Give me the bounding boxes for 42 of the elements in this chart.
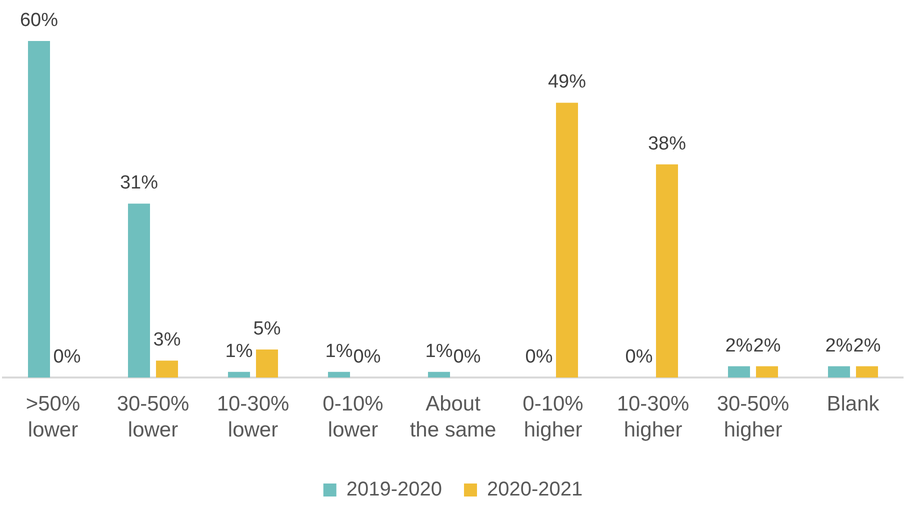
data-label: 1% — [425, 340, 453, 362]
x-tick-label: Blank — [826, 392, 880, 416]
bar — [156, 360, 178, 378]
bar — [328, 372, 350, 378]
x-tick-label: 30-50% higher — [716, 392, 790, 442]
bar — [756, 366, 778, 378]
x-tick-label: 30-50% lower — [116, 392, 190, 442]
data-label: 2% — [853, 335, 881, 356]
data-label: 0% — [625, 346, 653, 368]
x-tick-label: About the same — [410, 392, 496, 442]
data-label: 0% — [53, 346, 81, 368]
bar — [128, 204, 150, 378]
data-label: 2% — [725, 335, 753, 356]
data-label: 2% — [753, 335, 781, 356]
data-label: 0% — [353, 346, 381, 368]
data-label: 2% — [825, 335, 853, 356]
bar — [856, 366, 878, 378]
legend-label: 2020-2021 — [487, 478, 583, 501]
bar — [656, 164, 678, 378]
data-label: 49% — [548, 72, 586, 93]
x-tick-label: >50% lower — [26, 392, 80, 442]
x-tick-label: 10-30% higher — [616, 392, 690, 442]
data-label: 38% — [648, 133, 686, 154]
x-tick-label: 10-30% lower — [216, 392, 290, 442]
data-label: 5% — [253, 318, 281, 340]
bar — [828, 366, 850, 378]
bar — [556, 102, 578, 378]
bar — [428, 372, 450, 378]
bar — [728, 366, 750, 378]
bar — [228, 372, 250, 378]
data-label: 0% — [525, 346, 553, 368]
data-label: 1% — [225, 340, 253, 362]
bar — [256, 349, 278, 378]
legend-label: 2019-2020 — [346, 478, 442, 501]
x-tick-label: 0-10% lower — [322, 392, 384, 442]
x-tick-label: 0-10% higher — [522, 392, 584, 442]
data-label: 3% — [153, 330, 181, 351]
data-label: 31% — [120, 172, 158, 194]
bar — [28, 41, 50, 378]
data-label: 60% — [20, 10, 58, 31]
data-label: 1% — [325, 340, 353, 362]
data-label: 0% — [453, 346, 481, 368]
